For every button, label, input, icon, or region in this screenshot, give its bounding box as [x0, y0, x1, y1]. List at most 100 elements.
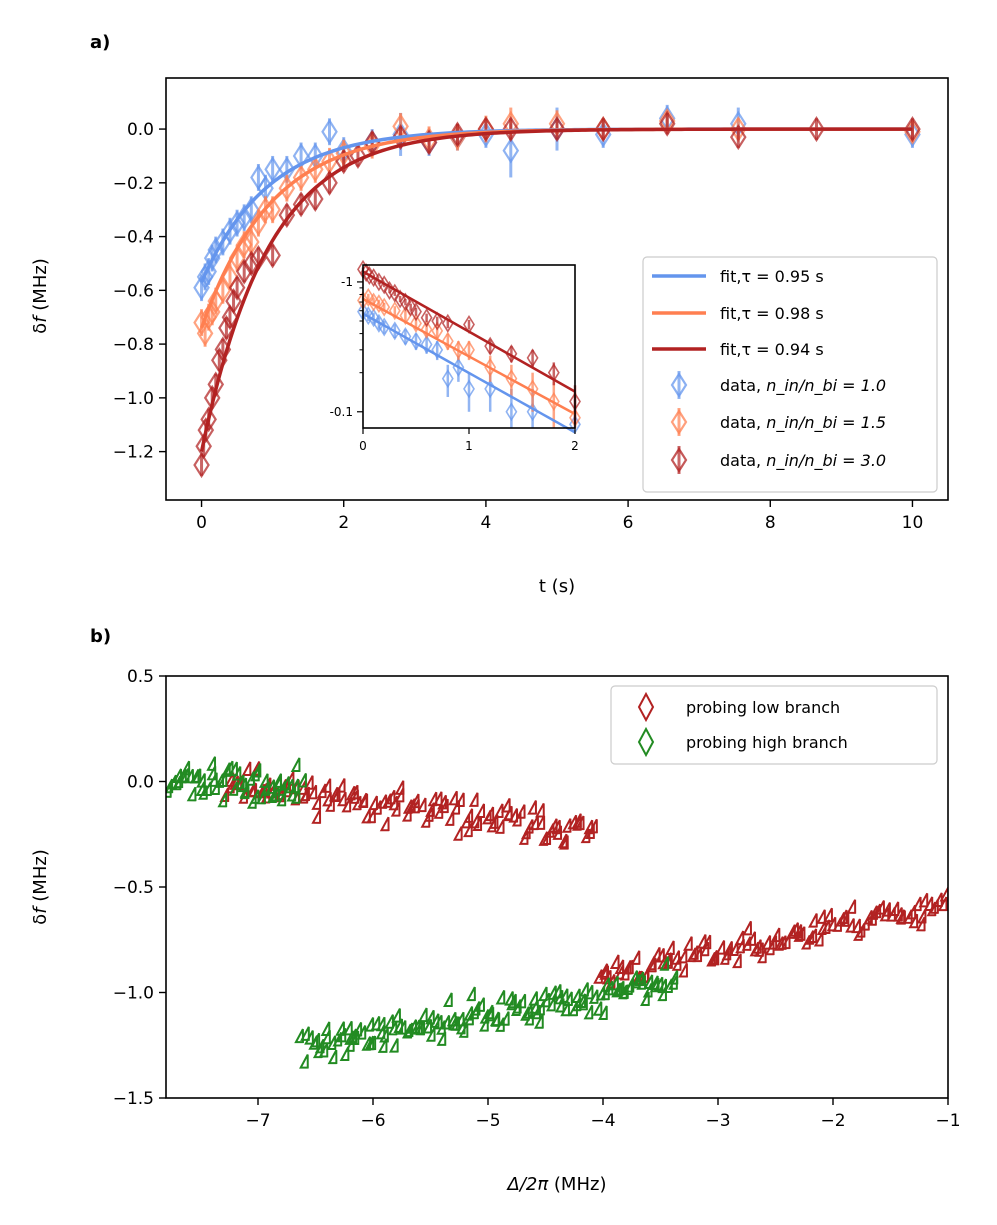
- panel-b-low-branch-point: [341, 797, 352, 813]
- inset-x-tick-label: 0: [359, 439, 367, 453]
- panel-a-data-point: [200, 406, 217, 433]
- panel-b-low-branch-point: [488, 814, 499, 829]
- panel-b-high-branch-point: [180, 760, 191, 776]
- panel-b-low-branch-point: [937, 896, 948, 912]
- panel-b-low-branch-point: [390, 802, 401, 817]
- panel-b-low-branch-point: [366, 808, 376, 824]
- panel-b-low-branch-point: [742, 920, 752, 936]
- panel-b-low-branch-point: [439, 798, 449, 814]
- panel-b-high-branch-point: [495, 1017, 505, 1032]
- panel-b-low-branch-point: [475, 803, 486, 819]
- panel-a-x-tick-label: 0: [196, 513, 207, 533]
- panel-b-high-branch-point: [343, 1020, 353, 1036]
- panel-b-high-branch-point: [349, 1030, 360, 1046]
- legend-marker-blue: [670, 371, 688, 399]
- panel-b: b) −7 −6 −5 −4 −3 −2 −1 0.5 0.0 −0.5 −1.0 −1.5 Δ/2π…: [30, 626, 961, 1195]
- panel-b-x-tick-label: −1: [935, 1111, 960, 1131]
- panel-b-high-branch-point: [578, 995, 588, 1011]
- panel-b-x-tick-label: −4: [590, 1111, 615, 1131]
- panel-b-low-branch-point: [311, 809, 322, 824]
- inset-ticks: 0 1 2 -0.1 -1: [330, 275, 579, 453]
- panel-a-data-point: [235, 258, 253, 285]
- inset-data-point: [452, 340, 465, 360]
- panel-a-data-point: [228, 210, 246, 237]
- panel-b-y-tick-label: 0.0: [127, 773, 154, 793]
- panel-b-low-branch-point: [493, 803, 504, 819]
- panel-a-data-point: [548, 116, 566, 143]
- panel-a-data-point: [392, 124, 409, 151]
- panel-b-low-branch-point: [709, 950, 720, 966]
- panel-b-low-branch-point: [837, 909, 848, 925]
- inset-data-point: [526, 379, 539, 399]
- panel-b-low-branch-point: [500, 798, 511, 813]
- panel-a-x-tick-label: 4: [480, 513, 491, 533]
- panel-a-data-point: [221, 304, 239, 331]
- inset-data-point: [388, 301, 401, 321]
- panel-b-high-branch-point: [524, 1011, 534, 1026]
- panel-b-low-branch-point: [468, 792, 479, 807]
- panel-b-low-branch-point: [808, 913, 818, 928]
- panel-a-data-point: [221, 218, 239, 245]
- legend-label-data-blue: data, n_in/n_bi = 1.0: [720, 376, 886, 396]
- panel-b-low-branch-point: [502, 806, 513, 822]
- panel-b-low-branch-point: [911, 896, 922, 912]
- inset-data-point: [505, 369, 518, 389]
- panel-b-high-branch-point: [267, 788, 277, 804]
- panel-a-data-point: [321, 118, 338, 145]
- panel-b-low-branch-point: [420, 813, 431, 828]
- panel-b-high-branch-point: [417, 1007, 428, 1023]
- inset-data-point: [463, 379, 475, 399]
- panel-a: a) 0 2 4 6 8 100.0−0.2−0.4−0.6−0.8−1.0−1.2 t …: [30, 32, 949, 597]
- panel-a-axes-frame: [165, 77, 949, 501]
- panel-b-low-branch-point: [678, 963, 688, 978]
- panel-a-y-tick-label: −1.2: [113, 443, 154, 463]
- inset-data-point: [367, 308, 380, 328]
- panel-a-y-tick-label: −0.6: [113, 281, 154, 301]
- panel-b-low-branch-point: [855, 923, 866, 938]
- panel-b-high-branch-point: [290, 789, 301, 804]
- panel-b-x-tick-label: −7: [245, 1111, 270, 1131]
- panel-b-high-branch-point: [640, 991, 650, 1007]
- panel-b-low-branch-point: [699, 941, 710, 957]
- panel-b-high-branch-point: [290, 757, 301, 773]
- inset-data-point: [505, 344, 518, 364]
- panel-a-x-tick-label: 8: [765, 513, 776, 533]
- inset-y-tick-label: -0.1: [330, 405, 353, 419]
- panel-b-high-branch-point: [375, 1016, 386, 1032]
- panel-a-x-axis-label: t (s): [539, 576, 575, 597]
- panel-b-high-branch-point: [217, 792, 228, 808]
- panel-b-high-branch-point: [535, 1000, 545, 1016]
- panel-a-y-tick-label: −0.8: [113, 335, 154, 355]
- panel-b-low-branch-point: [665, 940, 675, 956]
- panel-b-x-tick-label: −5: [475, 1111, 500, 1131]
- panel-b-low-branch-point: [484, 806, 495, 822]
- panel-b-x-tick-label: −3: [705, 1111, 730, 1131]
- panel-b-low-branch-point: [511, 812, 522, 827]
- panel-b-high-branch-point: [659, 956, 670, 971]
- panel-a-data-point: [502, 116, 520, 143]
- inset-fit-line: [362, 297, 576, 416]
- panel-b-low-branch-point: [311, 795, 322, 810]
- legend-marker-darkred: [670, 446, 688, 474]
- inset-data-point: [420, 334, 433, 354]
- panel-b-high-branch-point: [464, 1010, 474, 1026]
- panel-b-high-branch-point: [415, 1020, 426, 1036]
- panel-b-high-branch-point: [251, 763, 262, 778]
- panel-a-y-tick-label: −1.0: [113, 389, 154, 409]
- panel-b-high-branch-point: [228, 781, 239, 796]
- legend-entry-data-darkred: data, n_in/n_bi = 3.0: [670, 446, 886, 474]
- panel-b-low-branch-point: [527, 800, 537, 815]
- panel-a-x-tick-label: 6: [623, 513, 634, 533]
- inset-data-point: [431, 311, 444, 331]
- panel-b-high-branch-point: [186, 786, 197, 802]
- inset-data-point: [378, 297, 391, 317]
- panel-b-high-branch-point: [321, 1029, 331, 1045]
- legend-label-data-orange: data, n_in/n_bi = 1.5: [720, 413, 886, 433]
- panel-b-high-branch-point: [583, 1004, 594, 1020]
- panel-b-low-branch-point: [372, 800, 382, 815]
- panel-b-low-branch-point: [335, 778, 346, 793]
- panel-b-high-branch-point: [466, 986, 476, 1002]
- panel-a-data-point: [594, 116, 612, 143]
- panel-b-high-branch-point: [318, 1043, 329, 1058]
